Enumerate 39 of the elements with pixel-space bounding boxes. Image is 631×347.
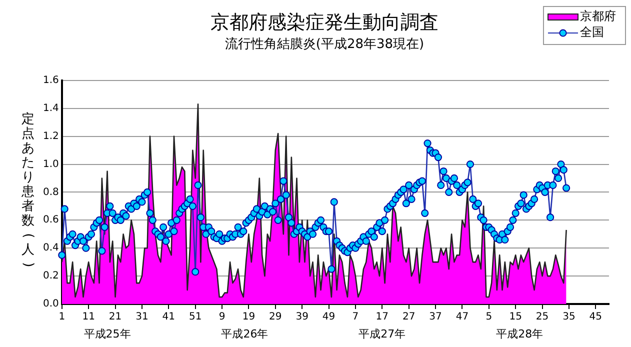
legend-label: 全国 <box>580 25 604 40</box>
y-tick-label: 1.2 <box>42 130 59 142</box>
y-tick-label: 0.8 <box>42 186 59 198</box>
legend-label: 京都府 <box>580 9 616 24</box>
x-tick-label: 31 <box>136 312 148 323</box>
x-tick-label: 21 <box>108 312 122 323</box>
x-tick-label: 25 <box>536 312 549 323</box>
x-tick-label: 49 <box>322 312 336 323</box>
y-tick-label: 1.4 <box>42 102 59 114</box>
chart-subtitle: 流行性角結膜炎(平成28年38現在) <box>224 36 424 52</box>
y-tick-label: 0.0 <box>42 298 59 310</box>
x-tick-label: 35 <box>562 312 576 323</box>
text: 定点あたり患者数(人) <box>20 112 36 268</box>
x-tick-label: 1 <box>58 312 66 323</box>
x-tick-label: 45 <box>589 312 602 323</box>
x-tick-label: 19 <box>242 312 256 323</box>
y-tick-label: 1.0 <box>42 158 59 170</box>
y-tick-label: 0.4 <box>42 242 59 254</box>
y-tick-label: 0.6 <box>42 214 59 226</box>
text: 平成27年 <box>358 327 406 340</box>
chart-title: 京都府感染症発生動向調査 <box>210 11 438 34</box>
x-tick-label: 17 <box>376 312 389 323</box>
x-tick-label: 29 <box>269 312 282 323</box>
x-tick-label: 39 <box>296 312 308 323</box>
x-tick-label: 7 <box>352 312 359 323</box>
y-tick-label: 1.6 <box>42 74 59 86</box>
x-tick-label: 15 <box>509 312 522 323</box>
x-tick-label: 27 <box>402 312 416 323</box>
y-tick-label: 0.2 <box>42 270 59 282</box>
text: 平成28年 <box>496 327 544 340</box>
text: 平成26年 <box>221 327 268 340</box>
x-tick-label: 47 <box>456 312 469 323</box>
x-tick-label: 41 <box>162 312 176 323</box>
x-tick-label: 51 <box>188 312 202 323</box>
x-tick-label: 5 <box>486 312 492 323</box>
x-tick-label: 11 <box>82 312 95 323</box>
x-tick-label: 37 <box>429 312 442 323</box>
x-tick-label: 9 <box>218 312 226 323</box>
text: 平成25年 <box>84 327 131 340</box>
